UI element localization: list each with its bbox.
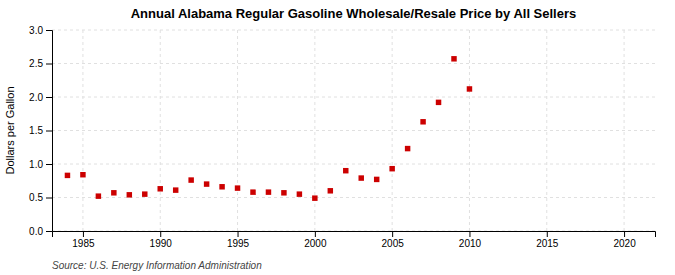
tick: 2.5 — [29, 58, 52, 69]
grid-line — [52, 97, 655, 98]
tick: 1985 — [72, 231, 95, 249]
tick: 2.0 — [29, 92, 52, 103]
y-axis-title: Dollars per Gallon — [4, 86, 16, 174]
tick-label: 3.0 — [29, 25, 43, 36]
point — [405, 146, 410, 151]
tick-label: 1.0 — [29, 159, 43, 170]
tick: 0.0 — [29, 226, 52, 237]
axis-line — [46, 31, 53, 232]
point — [420, 119, 425, 124]
point — [436, 100, 441, 105]
tick-label: 2015 — [536, 238, 559, 249]
grid-line — [52, 30, 655, 31]
tick: 1995 — [227, 231, 250, 249]
tick-label: 1990 — [150, 238, 173, 249]
grid-line — [52, 164, 655, 165]
point — [266, 189, 271, 194]
tick-label: 2020 — [613, 238, 636, 249]
annotation: Source: U.S. Energy Information Administ… — [52, 260, 262, 271]
title: Annual Alabama Regular Gasoline Wholesal… — [131, 6, 577, 21]
point — [127, 192, 132, 197]
tick-mark — [469, 231, 470, 237]
chart: 1985 1990 1995 2000 2005 2010 2015 2020 0.0 0.5 1.… — [0, 0, 675, 275]
grid-line — [52, 130, 655, 131]
point — [312, 195, 317, 200]
grid-line — [392, 30, 393, 231]
tick-label: 2005 — [382, 238, 405, 249]
tick-mark — [46, 131, 52, 132]
axis-line — [53, 232, 656, 238]
tick-label: 2.0 — [29, 92, 43, 103]
tick-mark — [46, 30, 52, 31]
tick-mark — [46, 164, 52, 165]
point — [374, 177, 379, 182]
point — [235, 185, 240, 190]
tick-mark — [160, 231, 161, 237]
tick: 2005 — [382, 231, 405, 249]
tick-label: 1.5 — [29, 125, 43, 136]
tick-label: 1985 — [72, 238, 95, 249]
tick-label: 2000 — [304, 238, 327, 249]
tick-label: 2.5 — [29, 58, 43, 69]
tick-mark — [238, 231, 239, 237]
tick: 1.5 — [29, 125, 52, 136]
tick: 2000 — [304, 231, 327, 249]
point — [297, 191, 302, 196]
point — [142, 191, 147, 196]
tick-mark — [392, 231, 393, 237]
point — [281, 190, 286, 195]
point — [328, 188, 333, 193]
y-axis: 0.0 0.5 1.0 1.5 2.0 2.5 3.0 — [29, 25, 52, 237]
tick-mark — [624, 231, 625, 237]
tick-mark — [315, 231, 316, 237]
point — [343, 168, 348, 173]
grid-line — [469, 30, 470, 231]
tick-label: 1995 — [227, 238, 250, 249]
tick-label: 2010 — [459, 238, 482, 249]
point — [451, 56, 456, 61]
tick: 1.0 — [29, 159, 52, 170]
point — [467, 86, 472, 91]
tick-mark — [46, 198, 52, 199]
point — [389, 166, 394, 171]
point — [173, 187, 178, 192]
point — [188, 177, 193, 182]
point — [65, 173, 70, 178]
tick: 3.0 — [29, 25, 52, 36]
point — [358, 175, 363, 180]
points — [65, 56, 472, 201]
x-axis: 1985 1990 1995 2000 2005 2010 2015 2020 — [53, 231, 656, 249]
tick: 0.5 — [29, 192, 52, 203]
tick-mark — [83, 231, 84, 237]
point — [111, 190, 116, 195]
point — [204, 181, 209, 186]
grid-line — [52, 197, 655, 198]
point — [219, 184, 224, 189]
tick-mark — [547, 231, 548, 237]
point — [157, 186, 162, 191]
grid — [52, 30, 655, 231]
tick: 2015 — [536, 231, 559, 249]
tick-mark — [46, 97, 52, 98]
tick-mark — [46, 231, 52, 232]
tick: 2010 — [459, 231, 482, 249]
grid-line — [52, 63, 655, 64]
tick-mark — [46, 64, 52, 65]
plot: 1985 1990 1995 2000 2005 2010 2015 2020 0.0 0.5 1.… — [29, 25, 655, 249]
point — [250, 189, 255, 194]
point — [96, 193, 101, 198]
tick: 2020 — [613, 231, 636, 249]
tick-label: 0.0 — [29, 226, 43, 237]
point — [80, 172, 85, 177]
tick: 1990 — [150, 231, 173, 249]
tick-label: 0.5 — [29, 192, 43, 203]
grid-line — [237, 30, 238, 231]
